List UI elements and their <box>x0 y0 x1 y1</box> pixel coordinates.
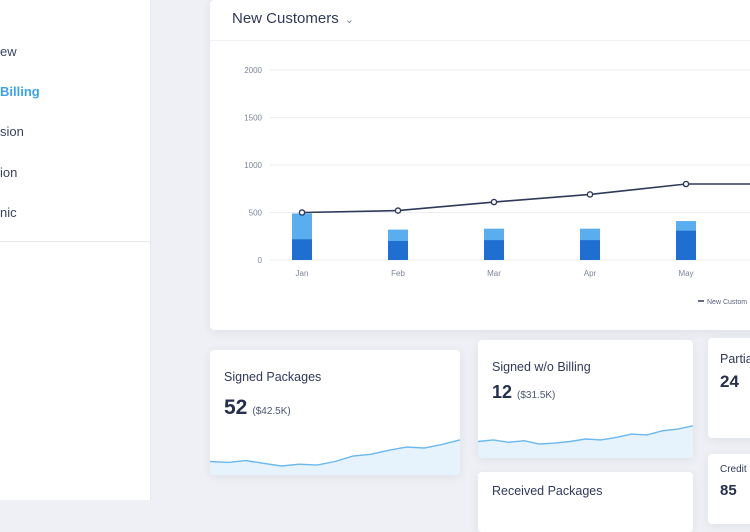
sparkline <box>210 439 460 475</box>
bar-top <box>580 228 600 241</box>
y-tick-label: 1500 <box>244 114 262 123</box>
kpi-card-credit[interactable]: Credit 85 <box>708 454 750 524</box>
kpi-value: 12 <box>492 382 513 402</box>
kpi-card-received-packages[interactable]: Received Packages <box>478 472 693 532</box>
chevron-down-icon: ⌄ <box>344 14 354 26</box>
chart-title: New Customers <box>232 10 339 27</box>
y-tick-label: 1000 <box>244 161 262 170</box>
sidebar-divider <box>0 241 150 242</box>
kpi-card-partial[interactable]: Partial 24 <box>708 338 750 438</box>
kpi-card-signed-packages[interactable]: Signed Packages 52 ($42.5K) <box>210 350 460 475</box>
kpi-title: Partial <box>720 352 750 366</box>
kpi-value-row: 52 ($42.5K) <box>224 396 291 420</box>
kpi-title: Credit <box>720 464 747 475</box>
x-tick-label: May <box>678 269 693 278</box>
line-point <box>682 180 690 188</box>
sidebar-item-overview[interactable]: ew <box>0 44 17 59</box>
y-tick-label: 500 <box>249 209 263 218</box>
kpi-value-row: 12 ($31.5K) <box>492 382 555 403</box>
x-tick-label: Apr <box>584 269 597 278</box>
kpi-subvalue: ($31.5K) <box>517 390 556 401</box>
kpi-value-row: 85 <box>720 482 737 500</box>
kpi-title: Received Packages <box>492 484 603 498</box>
x-tick-label: Jan <box>296 269 309 278</box>
new-customers-card: New Customers ⌄ 2000 1500 1000 500 0 Jan Feb Mar… <box>210 0 750 330</box>
new-customers-chart: 2000 1500 1000 500 0 Jan Feb Mar Apr May New Custo… <box>244 66 750 306</box>
sparkline-line <box>478 425 693 445</box>
y-tick-label: 0 <box>258 256 263 265</box>
bar-top <box>676 221 696 231</box>
sidebar-item-label: nic <box>0 205 17 220</box>
bar-top <box>484 228 504 241</box>
sidebar-item-label: ew <box>0 44 17 59</box>
sparkline-area <box>210 439 460 475</box>
sidebar: ew Billing sion ion nic <box>0 0 151 500</box>
x-tick-label: Mar <box>487 269 501 278</box>
chart-title-dropdown[interactable]: New Customers ⌄ <box>232 10 354 27</box>
bar-top <box>292 213 312 240</box>
bar-top <box>388 229 408 241</box>
kpi-title: Signed Packages <box>224 370 322 384</box>
sparkline-area <box>478 425 693 458</box>
sidebar-item-sion[interactable]: sion <box>0 124 24 139</box>
divider <box>210 40 750 41</box>
kpi-value: 85 <box>720 482 737 499</box>
kpi-subvalue: ($42.5K) <box>252 406 291 417</box>
sidebar-item-nic[interactable]: nic <box>0 205 17 220</box>
kpi-card-signed-wo-billing[interactable]: Signed w/o Billing 12 ($31.5K) <box>478 340 693 458</box>
x-tick-label: Feb <box>391 269 405 278</box>
line-point <box>490 198 498 206</box>
kpi-value: 24 <box>720 372 739 391</box>
bar-bottom <box>580 240 600 260</box>
kpi-value: 52 <box>224 396 248 419</box>
sparkline <box>478 425 693 458</box>
line-point <box>394 207 402 214</box>
y-tick-label: 2000 <box>244 66 262 75</box>
sparkline-line <box>210 439 460 467</box>
line-point <box>298 209 306 216</box>
line-point <box>586 191 594 198</box>
bar-bottom <box>292 239 312 260</box>
bar-bottom <box>388 241 408 260</box>
kpi-title: Signed w/o Billing <box>492 360 591 374</box>
bar-bottom <box>484 240 504 260</box>
sidebar-item-label: ion <box>0 165 18 180</box>
sidebar-item-label: Billing <box>0 84 40 99</box>
sidebar-item-billing[interactable]: Billing <box>0 84 40 99</box>
sidebar-item-ion[interactable]: ion <box>0 165 17 180</box>
series-line <box>301 183 750 214</box>
sidebar-item-label: sion <box>0 124 24 139</box>
bar-bottom <box>676 230 696 260</box>
legend-label: New Custom <box>707 299 747 306</box>
kpi-value-row: 24 <box>720 372 739 392</box>
